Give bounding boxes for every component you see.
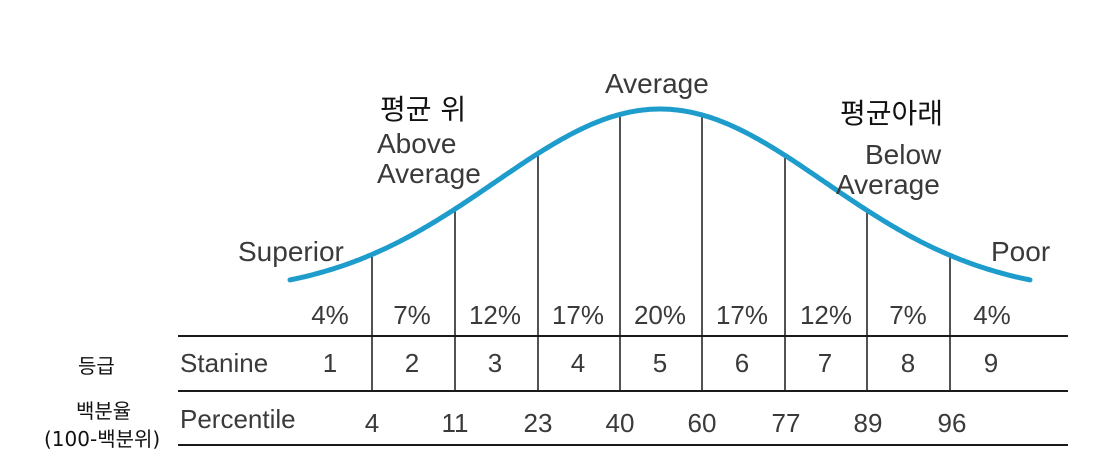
percentile-korean-label-2: (100-백분위) xyxy=(44,427,161,451)
percentile-value: 11 xyxy=(441,408,469,438)
stanine-value: 9 xyxy=(983,348,999,378)
percentile-value: 23 xyxy=(523,408,553,438)
stanine-row-label: Stanine xyxy=(180,348,269,378)
percent-label: 17% xyxy=(551,300,605,330)
stanine-value: 8 xyxy=(900,348,916,378)
stanine-value: 6 xyxy=(734,348,750,378)
percentile-korean-label-1: 백분율 xyxy=(76,399,132,423)
average-label: Average xyxy=(605,68,709,99)
percentile-value: 77 xyxy=(771,408,801,438)
stanine-value: 7 xyxy=(817,348,833,378)
stanine-dividers xyxy=(371,114,951,391)
percent-label: 12% xyxy=(468,300,522,330)
percent-label: 4% xyxy=(311,300,349,330)
stanine-value: 5 xyxy=(652,348,668,378)
above-average-korean-label: 평균 위 xyxy=(380,93,467,126)
below-label: Below xyxy=(865,139,942,170)
percent-label: 17% xyxy=(715,300,769,330)
percentile-value: 4 xyxy=(364,408,380,438)
below-average-korean-label: 평균아래 xyxy=(840,97,944,130)
stanine-value: 2 xyxy=(404,348,420,378)
percent-label: 7% xyxy=(393,300,431,330)
percentile-value: 40 xyxy=(605,408,635,438)
percentile-value: 60 xyxy=(687,408,717,438)
stanine-korean-label: 등급 xyxy=(78,354,115,378)
stanine-value: 1 xyxy=(322,348,338,378)
above-average-label: Average xyxy=(377,158,481,189)
poor-label: Poor xyxy=(991,236,1051,267)
above-label: Above xyxy=(377,128,457,159)
normal-distribution-curve xyxy=(287,106,1033,283)
stanine-value: 4 xyxy=(570,348,586,378)
below-average-label: Average xyxy=(836,169,940,200)
percentile-value: 89 xyxy=(853,408,883,438)
percentile-value: 96 xyxy=(937,408,967,438)
stanine-value: 3 xyxy=(487,348,503,378)
percent-label: 20% xyxy=(633,300,687,330)
superior-label: Superior xyxy=(238,236,344,267)
percent-label: 12% xyxy=(799,300,853,330)
percent-label: 7% xyxy=(889,300,927,330)
percent-label: 4% xyxy=(973,300,1011,330)
percentile-row-label: Percentile xyxy=(180,404,296,434)
